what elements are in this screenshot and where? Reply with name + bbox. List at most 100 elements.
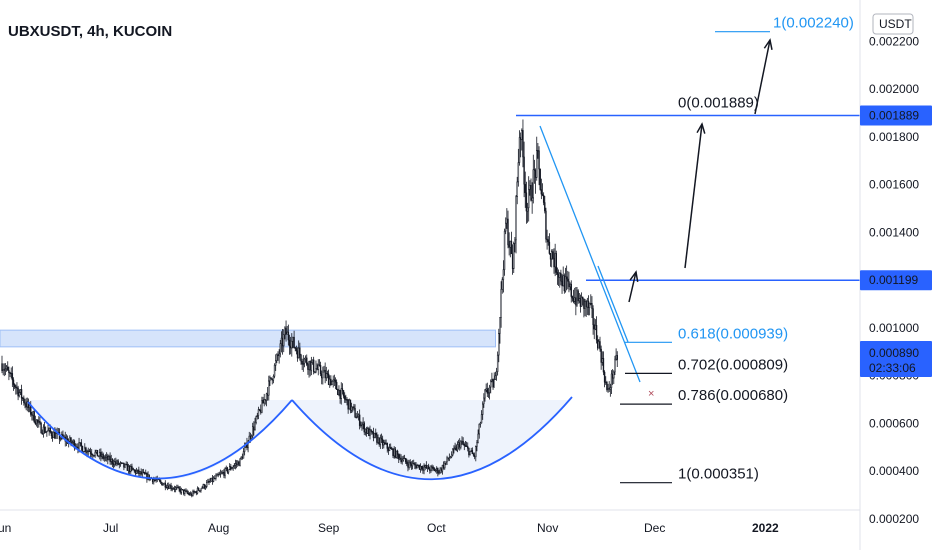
candle-up [35, 419, 38, 425]
candle [444, 460, 446, 470]
price-badge-label-0: 0.001889 [869, 109, 919, 123]
candle-down [421, 465, 423, 470]
candle [387, 446, 390, 455]
candle [445, 461, 447, 466]
candle [309, 360, 311, 377]
candle-down [571, 296, 574, 299]
candle-down [285, 327, 287, 335]
candle-down [358, 414, 361, 426]
drawings-layer: 1(0.002240) 0(0.001889) 0.618(0.000939) 0.7… [27, 15, 860, 484]
candle [599, 336, 601, 352]
candle [257, 406, 260, 420]
candle-up [436, 468, 438, 471]
candle-up [350, 406, 353, 411]
candle [51, 431, 54, 442]
candle-up [588, 303, 591, 308]
candle-up [531, 197, 533, 201]
candle-down [459, 442, 461, 448]
candle-up [518, 137, 521, 163]
candle-up [514, 239, 516, 244]
candle-down [249, 435, 252, 439]
candle-down [523, 156, 525, 185]
candle [100, 448, 102, 462]
candle [401, 456, 403, 465]
candle [189, 491, 192, 496]
candle-down [16, 387, 18, 389]
candle-up [501, 279, 503, 290]
candle-down [181, 489, 184, 491]
candle-down [585, 301, 587, 308]
candle-up [482, 403, 484, 415]
candle [329, 375, 331, 388]
candle-up [310, 362, 313, 371]
candle [479, 421, 482, 428]
candle [368, 427, 370, 437]
candle-down [560, 272, 562, 282]
candle [355, 412, 357, 419]
candle-up [201, 487, 203, 489]
candle [426, 465, 429, 472]
candle [287, 324, 290, 346]
candle-up [252, 426, 254, 437]
candle [616, 351, 618, 367]
candle-down [191, 493, 193, 496]
candle [269, 375, 271, 386]
candle-down [603, 371, 606, 383]
candle-down [89, 451, 92, 454]
candle-down [128, 466, 131, 472]
candle [509, 240, 512, 258]
candle-up [364, 428, 367, 433]
candle-up [340, 388, 342, 399]
candle [576, 287, 578, 307]
candle-down [463, 444, 466, 446]
candle-down [294, 347, 296, 349]
candle [347, 399, 349, 414]
candle [358, 409, 361, 430]
candle-down [380, 437, 383, 440]
candle-down [23, 397, 25, 403]
candle [173, 485, 176, 493]
candle-down [230, 466, 232, 470]
candle [271, 378, 273, 385]
candle [301, 358, 303, 370]
candle-down [525, 192, 528, 212]
candle [340, 382, 342, 405]
candle-up [450, 454, 453, 458]
candle [222, 470, 224, 475]
cup-arc-2 [291, 396, 573, 481]
candle [169, 484, 171, 489]
candle [461, 436, 463, 445]
candle-up [130, 466, 132, 472]
candle [523, 141, 525, 198]
candle-up [517, 162, 520, 183]
candle [570, 280, 572, 303]
candle [185, 488, 187, 492]
candle [211, 475, 214, 485]
candle-up [5, 366, 8, 369]
candle [446, 455, 448, 465]
candle [268, 375, 270, 401]
x-marker: × [648, 388, 654, 400]
candle [73, 439, 76, 451]
candle [135, 467, 138, 475]
candle-up [483, 397, 485, 405]
candle-down [54, 431, 56, 439]
candle-down [91, 453, 93, 455]
candle [39, 416, 41, 425]
candle-down [238, 461, 240, 466]
candle-down [552, 251, 554, 259]
candle-up [494, 375, 497, 380]
candle-down [161, 481, 163, 486]
candle-down [375, 432, 377, 436]
candle [496, 351, 499, 376]
candle-up [383, 442, 385, 446]
candle-down [378, 437, 380, 445]
candle-up [488, 386, 491, 393]
candle [380, 433, 383, 443]
candle [475, 445, 477, 462]
candle-up [529, 185, 531, 190]
candle [319, 361, 322, 377]
candle-up [479, 422, 482, 425]
candle-up [222, 472, 224, 474]
